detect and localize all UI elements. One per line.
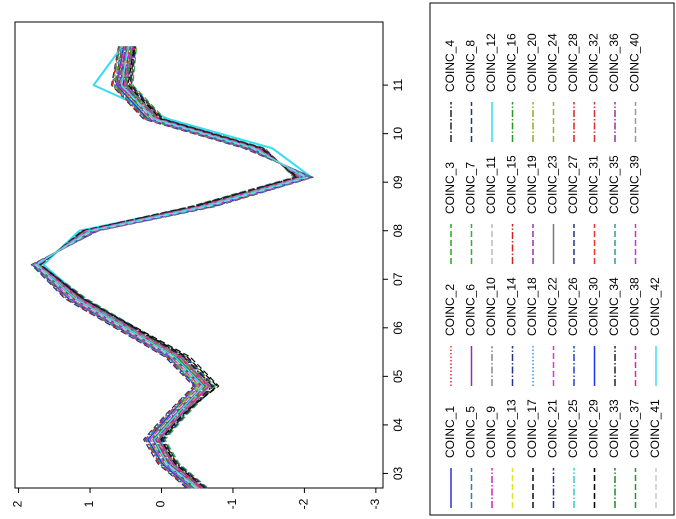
legend-label: COINC_14	[505, 277, 519, 336]
series-line	[39, 46, 299, 489]
y-tick-label: -1	[225, 498, 239, 509]
series-line	[31, 46, 313, 489]
legend-label: COINC_2	[443, 284, 457, 336]
x-tick-label: 04	[391, 418, 405, 432]
x-tick-label: 03	[391, 466, 405, 480]
legend-label: COINC_6	[464, 284, 478, 336]
y-tick-label: -2	[297, 498, 311, 509]
legend-label: COINC_17	[525, 399, 539, 458]
legend-label: COINC_41	[648, 399, 662, 458]
legend-label: COINC_24	[546, 33, 560, 92]
legend-label: COINC_9	[484, 406, 498, 458]
y-tick-label: 0	[154, 500, 168, 507]
legend-label: COINC_13	[505, 399, 519, 458]
legend-label: COINC_4	[443, 40, 457, 92]
legend-frame	[429, 2, 675, 516]
y-tick-label: 2	[11, 500, 25, 507]
legend-label: COINC_18	[525, 277, 539, 336]
legend-label: COINC_25	[566, 399, 580, 458]
x-tick-label: 06	[391, 321, 405, 335]
legend-label: COINC_38	[628, 277, 642, 336]
legend-label: COINC_28	[566, 33, 580, 92]
y-tick-label: 1	[82, 500, 96, 507]
series-line	[34, 46, 308, 489]
legend-label: COINC_29	[587, 399, 601, 458]
legend-label: COINC_19	[525, 155, 539, 214]
x-tick-label: 05	[391, 369, 405, 383]
legend-label: COINC_11	[484, 156, 498, 214]
legend-label: COINC_27	[566, 155, 580, 214]
legend-label: COINC_39	[628, 155, 642, 214]
series-line	[40, 46, 296, 489]
legend-label: COINC_21	[546, 399, 560, 458]
series-line	[40, 46, 295, 489]
y-tick-label: -3	[368, 498, 382, 509]
legend-label: COINC_34	[607, 277, 621, 336]
legend-label: COINC_30	[587, 277, 601, 336]
legend-label: COINC_37	[628, 399, 642, 458]
legend-label: COINC_26	[566, 277, 580, 336]
series-line	[35, 46, 306, 489]
legend-label: COINC_35	[607, 155, 621, 214]
legend-label: COINC_22	[546, 277, 560, 336]
legend-label: COINC_40	[628, 33, 642, 92]
legend-label: COINC_15	[505, 155, 519, 214]
legend-label: COINC_8	[464, 40, 478, 92]
series-line	[32, 46, 313, 489]
legend-label: COINC_16	[505, 33, 519, 92]
legend-label: COINC_31	[587, 155, 601, 214]
series-line	[38, 46, 301, 489]
legend-label: COINC_5	[464, 406, 478, 458]
legend-label: COINC_10	[484, 277, 498, 336]
legend-label: COINC_23	[546, 155, 560, 214]
series-line	[37, 46, 303, 489]
x-tick-label: 07	[391, 272, 405, 286]
legend-label: COINC_32	[587, 33, 601, 92]
legend-label: COINC_3	[443, 162, 457, 214]
x-tick-label: 10	[391, 127, 405, 141]
legend-label: COINC_1	[443, 406, 457, 458]
legend-label: COINC_42	[648, 277, 662, 336]
legend-label: COINC_36	[607, 33, 621, 92]
legend-label: COINC_7	[464, 162, 478, 214]
x-tick-label: 09	[391, 175, 405, 189]
legend-label: COINC_20	[525, 33, 539, 92]
series-line	[39, 46, 298, 489]
x-tick-label: 08	[391, 224, 405, 238]
x-tick-label: 11	[391, 79, 405, 92]
legend-label: COINC_12	[484, 33, 498, 92]
legend-label: COINC_33	[607, 399, 621, 458]
plot-frame	[14, 21, 384, 489]
